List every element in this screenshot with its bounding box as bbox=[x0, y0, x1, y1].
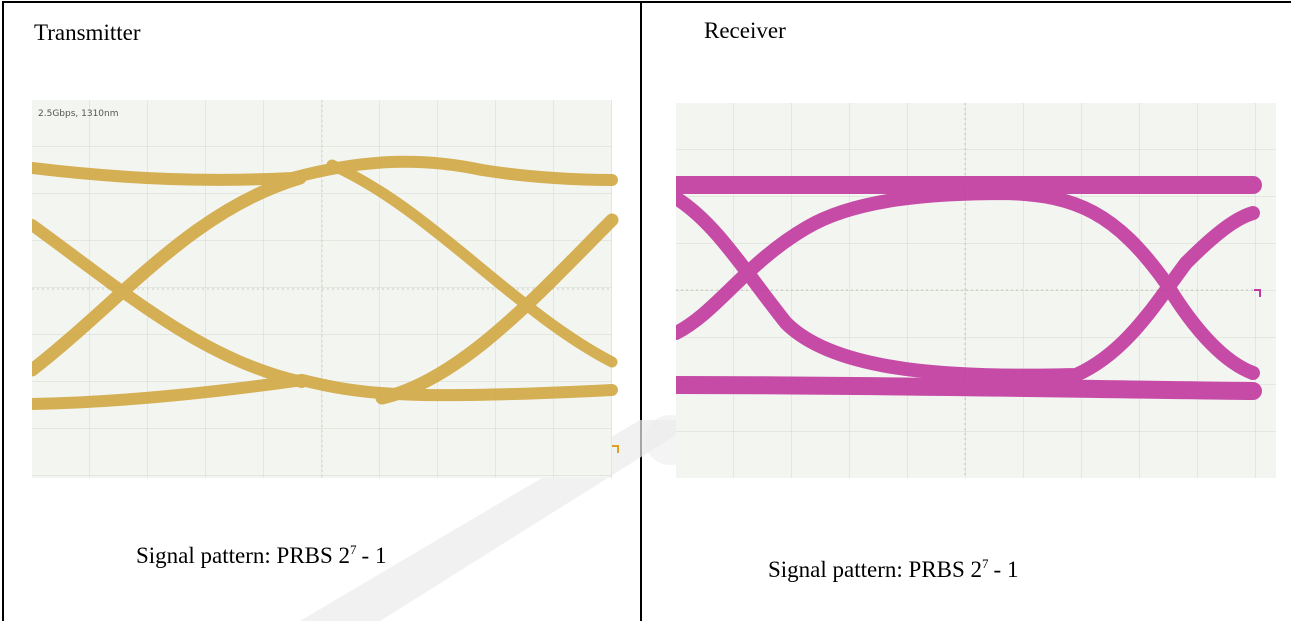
eye-diagram-transmitter: 2.5Gbps, 1310nm bbox=[32, 100, 628, 478]
column-header: Receiver bbox=[704, 18, 786, 44]
page: Transmitter Receiver 2.5Gbps, 1310nm bbox=[0, 0, 1291, 621]
scope-label: 2.5Gbps, 1310nm bbox=[38, 109, 119, 119]
eye-diagram-receiver bbox=[676, 103, 1276, 478]
caption-superscript: 7 bbox=[350, 542, 357, 557]
column-header: Transmitter bbox=[34, 20, 141, 46]
caption-suffix: - 1 bbox=[994, 557, 1019, 582]
caption: Signal pattern: PRBS 27 - 1 bbox=[768, 556, 1018, 583]
caption-text: Signal pattern: PRBS 2 bbox=[768, 557, 982, 582]
caption-text: Signal pattern: PRBS 2 bbox=[136, 543, 350, 568]
caption-superscript: 7 bbox=[982, 556, 989, 571]
caption: Signal pattern: PRBS 27 - 1 bbox=[136, 542, 386, 569]
caption-suffix: - 1 bbox=[362, 543, 387, 568]
